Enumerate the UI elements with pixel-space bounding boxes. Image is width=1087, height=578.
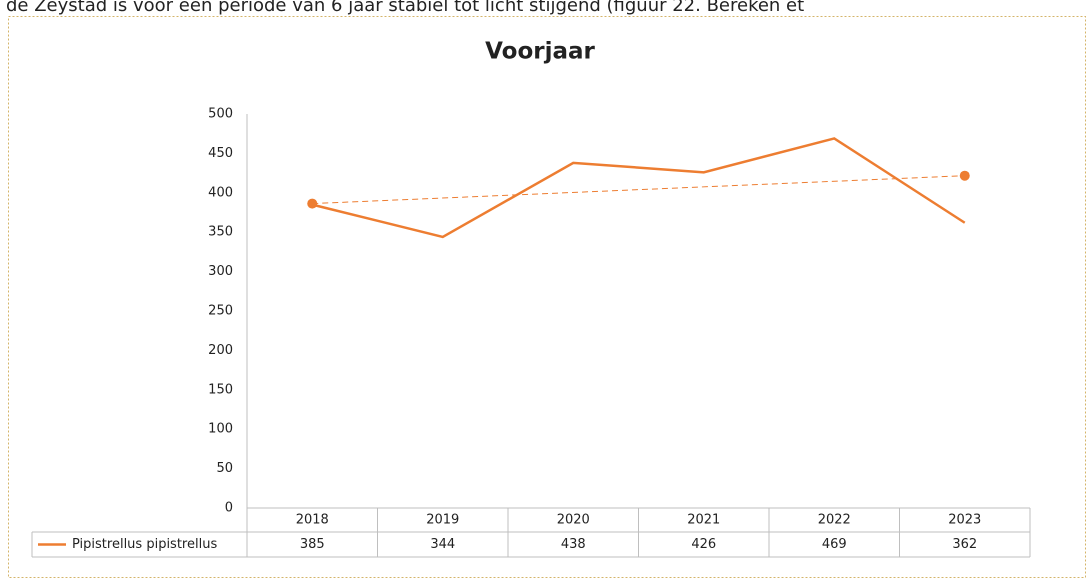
table-value: 385 [300,537,325,552]
x-tick-label: 2018 [296,513,329,528]
x-tick-label: 2023 [948,513,981,528]
y-tick-label: 200 [208,343,233,358]
y-tick-label: 100 [208,422,233,437]
table-value: 362 [952,537,977,552]
x-tick-label: 2019 [426,513,459,528]
chart-frame [8,16,1086,578]
x-tick-label: 2020 [557,513,590,528]
y-tick-label: 0 [225,501,233,516]
page-text: de Zeystad is voor een periode van 6 jaa… [6,0,804,16]
table-value: 438 [561,537,586,552]
x-tick-label: 2022 [818,513,851,528]
trendline [312,175,965,205]
x-tick-label: 2021 [687,513,720,528]
y-tick-label: 50 [216,461,233,476]
y-tick-label: 150 [208,382,233,397]
table-value: 344 [430,537,455,552]
y-tick-label: 350 [208,225,233,240]
trend-marker [307,198,318,209]
y-tick-label: 450 [208,146,233,161]
table-value: 469 [822,537,847,552]
chart-title: Voorjaar [485,39,595,65]
y-tick-label: 300 [208,264,233,279]
table-value: 426 [691,537,716,552]
legend-label: Pipistrellus pipistrellus [72,537,217,552]
y-tick-label: 400 [208,185,233,200]
series-line [311,137,966,239]
y-tick-label: 500 [208,107,233,122]
y-tick-label: 250 [208,304,233,319]
trend-marker [959,170,970,181]
